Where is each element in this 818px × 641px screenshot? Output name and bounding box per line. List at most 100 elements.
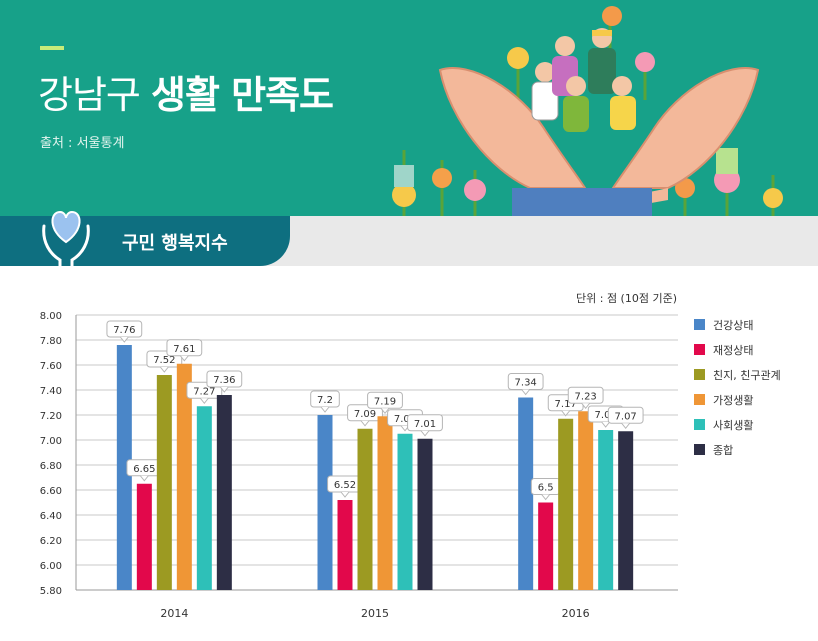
data-label-pointer xyxy=(340,491,350,498)
bar xyxy=(377,416,393,590)
data-label-pointer xyxy=(179,355,189,362)
title-bold: 생활 만족도 xyxy=(150,73,334,117)
legend-item: 친지, 친구관계 xyxy=(694,362,781,387)
bar xyxy=(216,395,232,590)
data-label-pointer xyxy=(159,366,169,373)
data-label-text: 7.52 xyxy=(153,355,175,366)
bar xyxy=(538,502,554,590)
legend-label: 친지, 친구관계 xyxy=(713,368,781,382)
data-label-pointer xyxy=(320,406,330,413)
y-tick-label: 5.80 xyxy=(40,586,62,597)
y-tick-label: 6.60 xyxy=(40,486,62,497)
y-tick-label: 8.00 xyxy=(40,311,62,322)
bar xyxy=(156,375,172,590)
data-label-pointer xyxy=(561,410,571,417)
bar xyxy=(337,500,353,590)
people-in-hands-illustration xyxy=(392,6,783,216)
legend-item: 가정생활 xyxy=(694,387,781,412)
x-tick-label: 2015 xyxy=(361,607,389,620)
heart-hands-icon xyxy=(42,210,90,266)
y-tick-label: 6.00 xyxy=(40,561,62,572)
section-tabbar: 구민 행복지수 xyxy=(0,216,818,266)
data-label-text: 7.08 xyxy=(595,410,617,421)
bar xyxy=(317,415,333,590)
legend-label: 재정상태 xyxy=(713,343,754,357)
left-hand-shape xyxy=(438,67,587,189)
data-label-pointer xyxy=(601,421,611,428)
x-tick-label: 2016 xyxy=(562,607,590,620)
data-label-text: 7.05 xyxy=(394,414,416,425)
source-note: 출처 : 서울통계 xyxy=(40,136,125,151)
legend-swatch xyxy=(694,319,705,330)
bar-chart: 8.00 7.80 7.60 7.40 7.20 7.00 6.80 6.60 6.40 6.20… xyxy=(40,311,678,620)
data-label: 7.36 xyxy=(206,370,243,393)
bar xyxy=(357,428,373,590)
data-label: 7.61 xyxy=(166,339,203,362)
data-label-pointer xyxy=(219,386,229,393)
y-tick-label: 7.60 xyxy=(40,361,62,372)
bar xyxy=(136,483,152,590)
data-label: 7.34 xyxy=(507,373,544,396)
data-label-pointer xyxy=(621,422,631,430)
header-banner: 강남구 생활 만족도 출처 : 서울통계 xyxy=(0,0,818,216)
section-tab-label: 구민 행복지수 xyxy=(122,233,228,254)
data-label-text: 6.5 xyxy=(538,483,554,494)
data-label: 6.65 xyxy=(126,459,163,482)
legend-label: 건강상태 xyxy=(713,318,754,332)
data-label: 6.52 xyxy=(327,475,363,498)
legend-swatch xyxy=(694,344,705,355)
bar xyxy=(578,411,594,590)
data-label: 7.01 xyxy=(407,414,443,437)
bar xyxy=(196,406,212,590)
legend-item: 종합 xyxy=(694,437,781,462)
bar xyxy=(397,433,413,590)
bar xyxy=(518,397,534,590)
data-label-text: 7.01 xyxy=(414,419,436,430)
page-title: 강남구 생활 만족도 xyxy=(38,64,334,119)
bar xyxy=(417,438,433,590)
data-label: 7.2 xyxy=(310,390,340,413)
unit-label: 단위 : 점 (10점 기준) xyxy=(576,292,677,305)
data-label-text: 7.07 xyxy=(615,411,637,422)
section-tab: 구민 행복지수 xyxy=(0,216,290,266)
bar xyxy=(618,431,634,590)
legend-label: 사회생활 xyxy=(713,418,754,432)
title-light: 강남구 xyxy=(38,73,141,117)
data-label: 7.76 xyxy=(106,320,143,343)
data-label-text: 7.23 xyxy=(575,391,597,402)
x-tick-label: 2014 xyxy=(160,607,188,620)
data-label-text: 7.09 xyxy=(354,409,376,420)
data-label-text: 7.2 xyxy=(317,395,333,406)
data-label: 7.19 xyxy=(367,391,403,415)
data-label-pointer xyxy=(380,407,390,415)
y-tick-label: 6.20 xyxy=(40,536,62,547)
data-label-pointer xyxy=(541,494,551,501)
bar xyxy=(598,430,614,590)
legend-item: 사회생활 xyxy=(694,412,781,437)
y-tick-label: 7.20 xyxy=(40,411,62,422)
data-label: 6.5 xyxy=(530,478,561,501)
data-label-text: 7.19 xyxy=(374,396,396,407)
y-tick-label: 7.40 xyxy=(40,386,62,397)
data-label: 7.07 xyxy=(607,406,644,430)
data-label-pointer xyxy=(581,402,591,410)
y-tick-label: 7.80 xyxy=(40,336,62,347)
data-label-text: 6.65 xyxy=(133,464,155,475)
data-label-text: 7.27 xyxy=(193,386,215,397)
data-label-text: 7.34 xyxy=(515,378,537,389)
legend-swatch xyxy=(694,369,705,380)
bar xyxy=(116,345,132,590)
data-label-text: 7.76 xyxy=(113,325,135,336)
data-label-text: 7.61 xyxy=(173,344,195,355)
y-tick-label: 6.80 xyxy=(40,461,62,472)
data-label-text: 7.17 xyxy=(555,399,577,410)
accent-dash xyxy=(40,46,64,50)
bar xyxy=(558,418,574,590)
bar xyxy=(176,363,192,590)
data-label-pointer xyxy=(521,389,531,396)
y-tick-label: 7.00 xyxy=(40,436,62,447)
legend-item: 재정상태 xyxy=(694,337,781,362)
people-figures xyxy=(531,28,636,132)
legend-swatch xyxy=(694,444,705,455)
